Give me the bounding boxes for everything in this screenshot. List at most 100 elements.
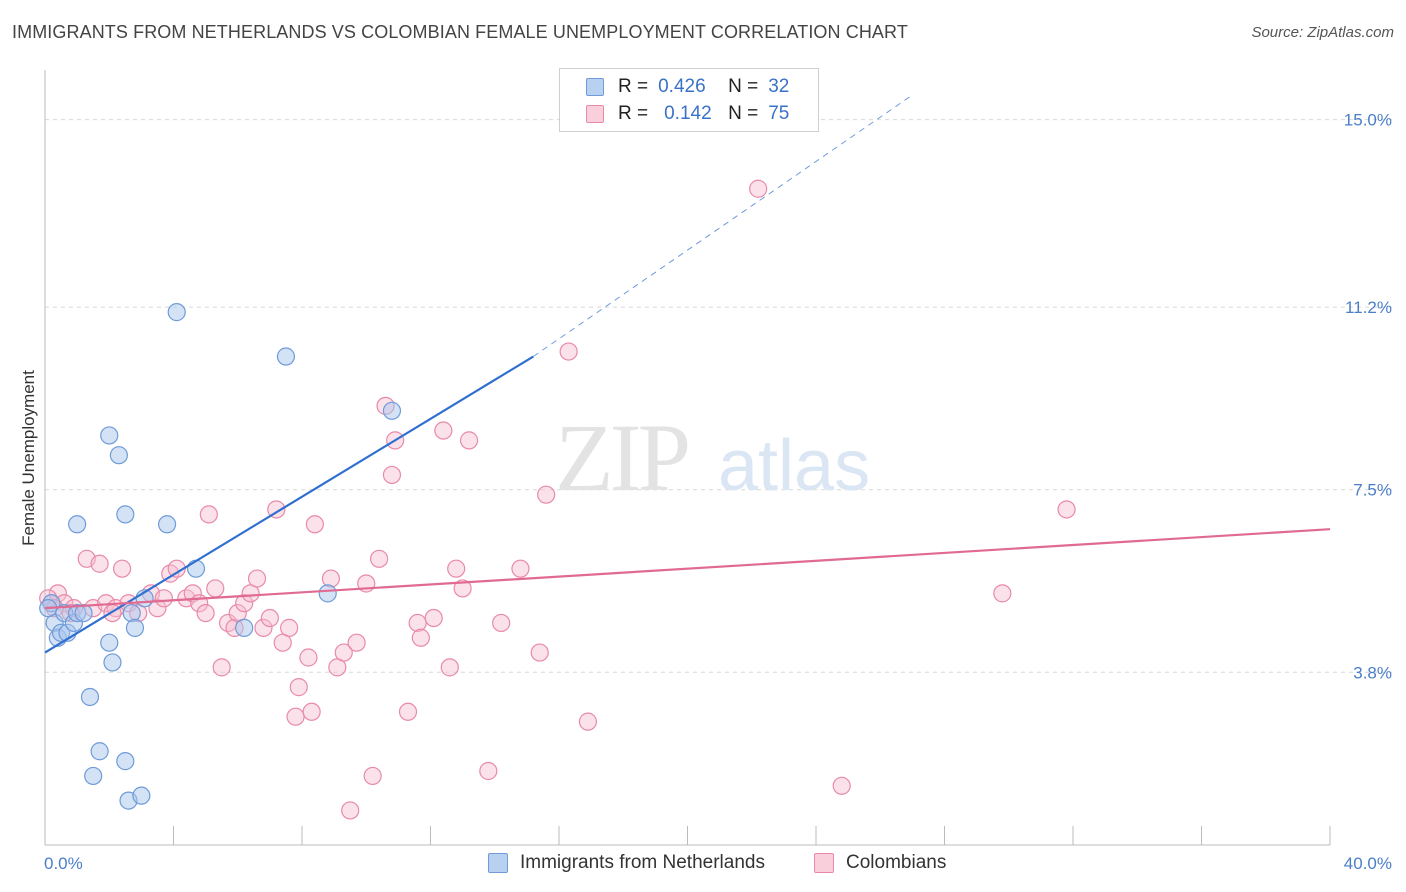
legend-n-label: N = [728,76,759,97]
colombians-point [289,678,308,697]
colombians-point [993,584,1012,603]
netherlands-trend-extension [533,94,913,357]
colombians-point [334,643,353,662]
netherlands-point [80,687,100,707]
y-tick-label: 15.0% [1344,111,1392,130]
colombians-point [440,658,459,677]
bottom-legend-swatch-blue [488,853,508,873]
chart-title: IMMIGRANTS FROM NETHERLANDS VS COLOMBIAN… [12,22,908,42]
colombians-point [408,613,427,633]
watermark: ZIP atlas [555,404,870,511]
grid-lines [45,119,1392,673]
netherlands-point [167,303,186,322]
netherlands-point [276,347,296,366]
colombians-point [347,633,366,652]
colombians-point [212,658,231,677]
colombians-trend-line [44,528,1331,610]
colombians-point [363,766,382,786]
netherlands-point [90,742,109,761]
bottom-legend-swatch-pink [814,853,834,873]
colombians-point [479,761,498,781]
trend-lines [44,94,1331,654]
colombians-points [39,179,1076,820]
colombians-point [286,707,305,726]
axes [44,70,1331,846]
colombians-point [453,579,472,598]
colombians-point [511,559,530,578]
colombians-point [183,584,202,603]
netherlands-point [157,515,177,534]
netherlands-point [68,515,87,534]
colombians-point [260,608,279,628]
colombians-point [424,608,443,628]
x-tick-label: 40.0% [1344,854,1392,873]
netherlands-point [109,446,128,465]
netherlands-point [122,603,141,623]
bottom-legend-netherlands: Immigrants from Netherlands [488,852,765,874]
watermark-zip: ZIP [555,404,688,511]
colombians-point [305,515,324,534]
colombians-point [148,599,167,618]
netherlands-point [116,752,135,771]
netherlands-point [382,401,402,420]
colombians-point [302,702,321,721]
watermark-atlas: atlas [718,426,870,506]
netherlands-point [186,559,206,578]
colombians-point [492,613,511,633]
colombians-point [341,801,360,820]
x-tick-label: 0.0% [44,854,83,873]
colombians-point [299,648,318,667]
y-tick-label: 3.8% [1353,663,1392,682]
y-tick-label: 7.5% [1353,481,1392,500]
legend-n-value: 32 [768,76,790,97]
colombians-point [749,179,768,198]
colombians-point [832,776,851,795]
colombians-point [206,579,225,598]
colombians-point [196,603,215,623]
colombians-point [321,569,341,588]
tick-labels: 3.8% 7.5% 11.2% 15.0% 0.0% 40.0% [44,111,1392,873]
colombians-point [199,505,218,524]
bottom-legend-label: Colombians [846,852,947,873]
legend-row-netherlands: R = 0.426 N = 32 [586,75,789,99]
stats-legend: R = 0.426 N = 32 R = 0.142 N = 75 [559,68,819,132]
bottom-legend-label: Immigrants from Netherlands [520,852,765,873]
netherlands-point [100,633,119,652]
colombians-point [537,485,556,504]
colombians-point [247,569,267,588]
netherlands-point [84,766,103,786]
colombians-point [434,421,453,440]
colombians-point [559,342,578,361]
colombians-point [398,702,418,721]
colombians-point [578,712,598,731]
colombians-point [254,618,273,637]
netherlands-point [125,618,145,637]
colombians-point [90,554,109,573]
source-credit: Source: ZipAtlas.com [1251,24,1394,41]
legend-r-value: 0.142 [664,103,712,124]
y-tick-label: 11.2% [1345,298,1392,317]
legend-row-colombians: R = 0.142 N = 75 [586,102,789,126]
netherlands-point [318,584,337,603]
bottom-legend-colombians: Colombians [814,852,946,874]
colombians-point [154,589,173,608]
netherlands-point [116,505,135,524]
netherlands-point [74,603,93,623]
legend-swatch-blue [586,78,604,96]
colombians-point [530,643,549,662]
colombians-point [280,618,299,637]
legend-n-value: 75 [768,103,790,124]
colombians-point [459,431,479,450]
colombians-point [447,559,466,578]
netherlands-points [39,303,402,810]
colombians-point [112,559,132,578]
colombians-point [411,628,430,647]
netherlands-point [235,618,254,637]
netherlands-point [132,786,151,805]
netherlands-trend-line [44,355,534,654]
colombians-point [382,465,402,485]
legend-r-value: 0.426 [658,76,706,97]
netherlands-point [100,426,119,445]
y-axis-label: Female Unemployment [19,370,38,546]
